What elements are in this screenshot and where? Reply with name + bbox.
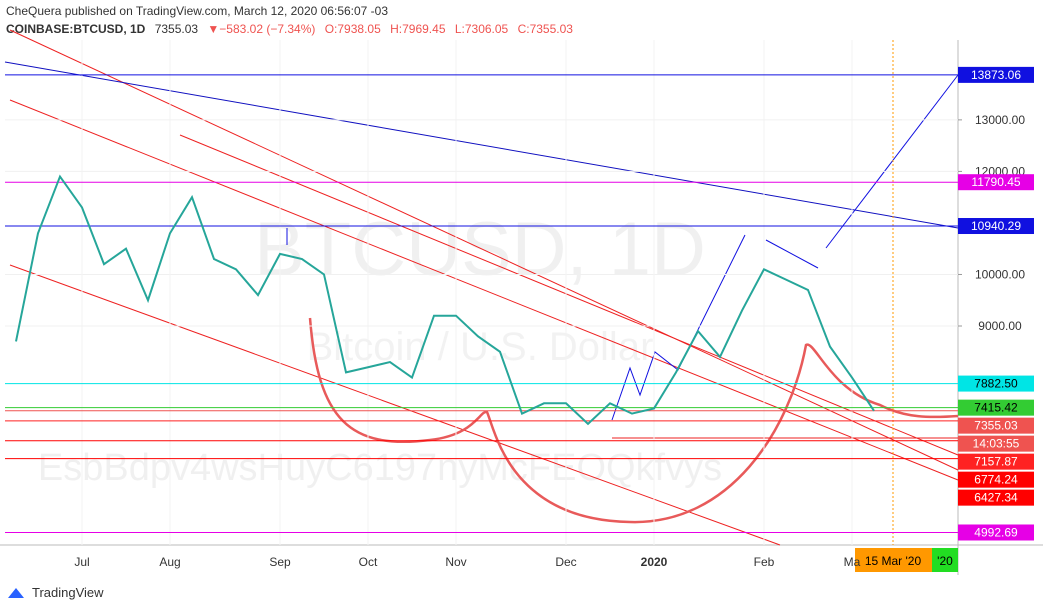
open: O:7938.05 <box>325 22 381 36</box>
last: 7355.03 <box>155 22 199 36</box>
price-label-bg <box>958 66 1034 83</box>
projection <box>825 74 959 249</box>
price-label: 7415.42 <box>974 401 1018 415</box>
projection <box>765 239 819 269</box>
price-label-bg <box>958 489 1034 506</box>
price-label-bg <box>958 417 1034 434</box>
price-label: 4992.69 <box>974 525 1018 539</box>
x-tick-label: Feb <box>754 555 775 569</box>
close: C:7355.03 <box>518 22 574 36</box>
symbol: COINBASE:BTCUSD, 1D <box>6 22 146 36</box>
price-label: 6427.34 <box>974 491 1018 505</box>
price-label: 7882.50 <box>974 377 1018 391</box>
price-label-bg <box>958 174 1034 191</box>
x-tick-label: Aug <box>159 555 180 569</box>
price-label-bg <box>958 218 1034 235</box>
x-tick-label: Sep <box>269 555 291 569</box>
channel-line <box>9 264 781 546</box>
x-tick-label: 2020 <box>641 555 668 569</box>
price-label-bg <box>958 375 1034 392</box>
channel-line <box>9 29 959 471</box>
y-tick-label: 10000.00 <box>975 267 1025 281</box>
date-label2-bg <box>932 548 958 572</box>
high: H:7969.45 <box>390 22 446 36</box>
price-line <box>15 174 875 426</box>
x-tick-label: Ma <box>844 555 861 569</box>
x-tick-label: Dec <box>555 555 576 569</box>
trend-line <box>4 61 959 229</box>
price-label-bg <box>958 524 1034 541</box>
price-label-bg <box>958 399 1034 416</box>
watermark-code: EsbBdpv4wsHuyC6197nyMcFEOQkfvys <box>38 447 722 489</box>
date-label-bg <box>855 548 932 572</box>
drawings <box>4 29 959 546</box>
change: ▼−583.02 (−7.34%) <box>207 22 315 36</box>
y-tick-label: 13000.00 <box>975 113 1025 127</box>
watermark-sub: Bitcoin / U.S. Dollar <box>307 325 654 369</box>
price-label-bg <box>958 435 1034 452</box>
x-tick-label: Oct <box>359 555 378 569</box>
logo-icon <box>8 588 24 598</box>
price-label: 7157.87 <box>974 455 1018 469</box>
channel-line <box>9 99 959 481</box>
price-label: 14:03:55 <box>973 437 1020 451</box>
watermark: BTCUSD, 1D <box>254 207 706 292</box>
published-line: CheQuera published on TradingView.com, M… <box>6 4 388 18</box>
low: L:7306.05 <box>455 22 509 36</box>
symbol-line: COINBASE:BTCUSD, 1D 7355.03 ▼−583.02 (−7… <box>6 22 573 36</box>
logo: TradingView <box>32 585 104 600</box>
price-label: 7355.03 <box>974 419 1018 433</box>
y-tick-label: 9000.00 <box>978 319 1022 333</box>
price-label: 10940.29 <box>971 219 1021 233</box>
channel-line <box>179 134 959 456</box>
x-tick-label: Nov <box>445 555 466 569</box>
price-label-bg <box>958 471 1034 488</box>
price-label: 11790.45 <box>971 175 1020 189</box>
date-label: 15 Mar '20 <box>865 554 922 568</box>
price-label: 6774.24 <box>974 473 1018 487</box>
price-label: 13873.06 <box>971 68 1021 82</box>
price-label-bg <box>958 453 1034 470</box>
x-tick-label: Jul <box>74 555 89 569</box>
cup-handle-curve <box>308 317 959 524</box>
date-label2: '20 <box>937 554 953 568</box>
